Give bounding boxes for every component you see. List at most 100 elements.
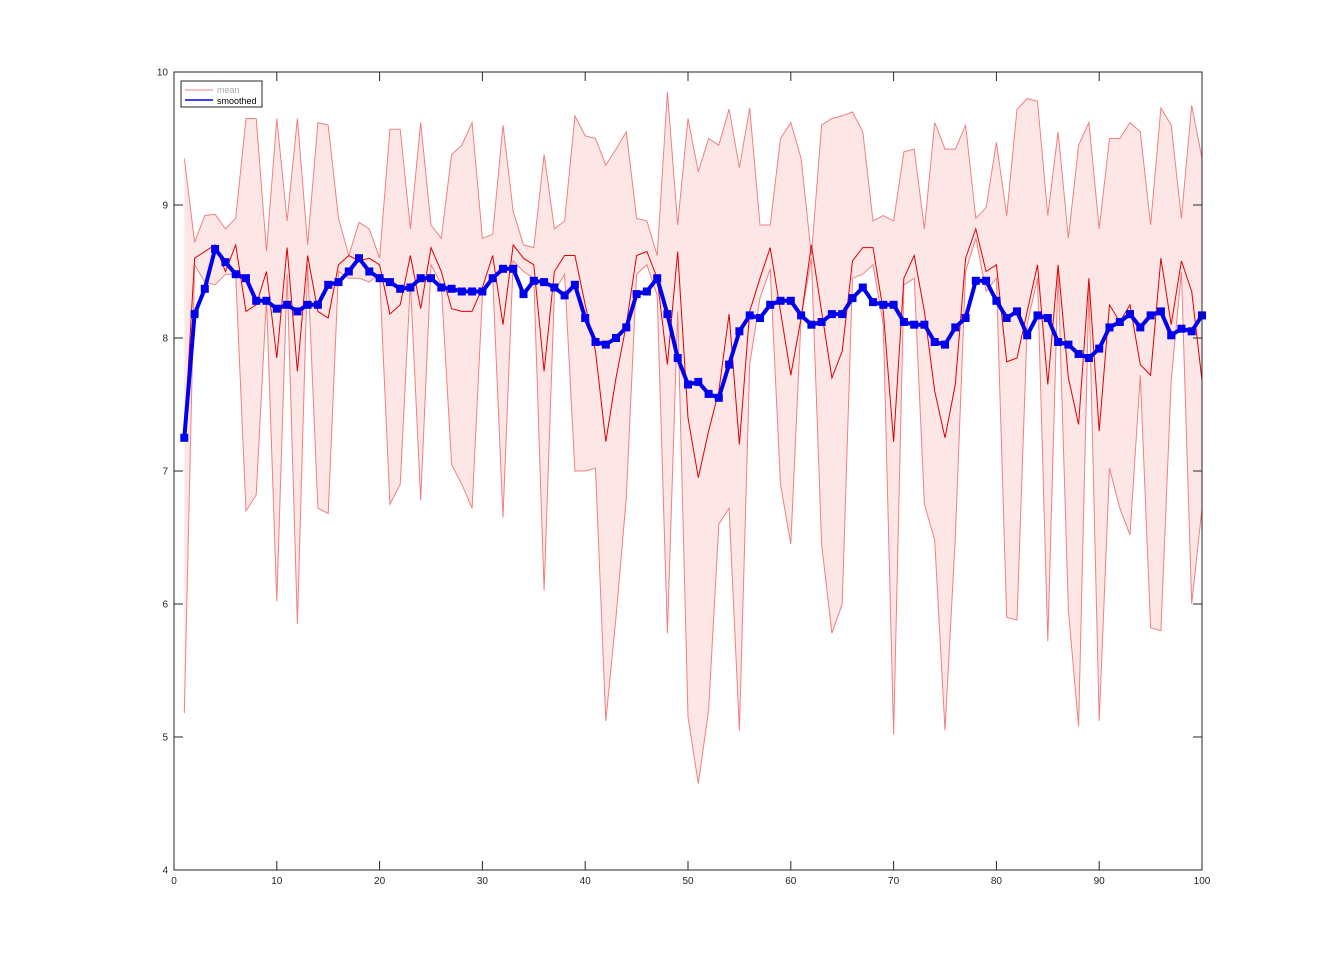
smoothed-marker: [817, 318, 826, 326]
smoothed-marker: [406, 283, 415, 292]
y-tick-label: 9: [162, 201, 168, 212]
smoothed-marker: [1002, 314, 1011, 322]
smoothed-marker: [1013, 307, 1021, 316]
band-layer: [183, 91, 1203, 784]
x-tick-label: 40: [580, 876, 592, 887]
smoothed-marker: [899, 318, 908, 326]
smoothed-marker: [180, 433, 189, 442]
x-tick-label: 50: [682, 876, 694, 887]
legend-label-smoothed: smoothed: [217, 96, 257, 106]
smoothed-marker: [529, 276, 538, 285]
smoothed-marker: [509, 264, 518, 273]
smoothed-marker: [1084, 354, 1093, 362]
smoothed-marker: [488, 274, 497, 283]
x-tick-label: 80: [991, 876, 1003, 887]
band-lower-edge: [183, 238, 1203, 784]
smoothed-marker: [982, 276, 991, 285]
smoothed-marker: [560, 291, 569, 300]
smoothed-marker: [262, 296, 271, 305]
series-smoothed-line: [182, 246, 1204, 438]
x-tick-label: 10: [271, 876, 283, 887]
smoothed-marker: [1023, 331, 1032, 340]
smoothed-marker: [396, 284, 405, 293]
smoothed-marker: [375, 274, 384, 283]
legend-box: [180, 80, 263, 108]
y-tick-label: 5: [162, 733, 168, 744]
smoothed-marker: [951, 323, 960, 332]
x-tick-label: 70: [888, 876, 900, 887]
smoothed-marker: [540, 278, 549, 287]
band-upper-edge: [183, 91, 1203, 259]
smoothed-marker: [858, 283, 867, 292]
smoothed-marker: [910, 320, 919, 329]
smoothed-marker: [1064, 340, 1073, 349]
smoothed-marker: [1146, 311, 1155, 320]
smoothed-marker: [941, 340, 949, 349]
smoothed-marker: [231, 270, 240, 279]
smoothed-marker: [1054, 338, 1063, 346]
smoothed-marker: [766, 300, 775, 309]
smoothed-marker: [468, 287, 477, 296]
markers-layer: [180, 244, 1206, 442]
smoothed-marker: [519, 290, 528, 299]
smoothed-marker: [971, 276, 980, 285]
smoothed-marker: [283, 300, 292, 309]
smoothed-marker: [601, 340, 610, 349]
smoothed-marker: [221, 258, 230, 267]
smoothed-marker: [1167, 331, 1176, 340]
y-axis: 4 5 6 7 8 9 10: [157, 68, 1202, 877]
smoothed-marker: [756, 314, 764, 322]
y-tick-label: 10: [157, 68, 169, 79]
smoothed-marker: [272, 304, 281, 313]
smoothed-marker: [313, 300, 322, 309]
confidence-band: [184, 92, 1203, 784]
smoothed-marker: [200, 284, 209, 293]
smoothed-marker: [879, 300, 888, 309]
smoothed-marker: [355, 254, 363, 263]
smoothed-marker: [365, 267, 374, 276]
smoothed-marker: [252, 296, 261, 305]
smoothed-marker: [920, 320, 929, 329]
smoothed-marker: [1136, 323, 1145, 332]
smoothed-marker: [478, 287, 487, 296]
smoothed-marker: [869, 298, 877, 307]
smoothed-marker: [1033, 311, 1042, 320]
smoothed-marker: [622, 323, 631, 332]
smoothed-marker: [1177, 324, 1186, 333]
smoothed-marker: [1074, 350, 1083, 358]
smoothed-marker: [684, 380, 692, 389]
smoothed-marker: [1043, 314, 1052, 322]
smoothed-marker: [324, 280, 333, 289]
smoothed-marker: [1115, 318, 1124, 326]
smoothed-marker: [704, 389, 713, 398]
smoothed-marker: [786, 296, 795, 305]
smoothed-marker: [190, 310, 199, 319]
smoothed-marker: [385, 278, 394, 287]
smoothed-layer: [182, 246, 1204, 438]
smoothed-marker: [889, 300, 898, 309]
smoothed-marker: [570, 280, 579, 289]
x-tick-label: 100: [1194, 876, 1211, 887]
smoothed-marker: [827, 310, 836, 319]
smoothed-marker: [334, 278, 343, 287]
smoothed-marker: [642, 287, 651, 296]
x-tick-label: 90: [1094, 876, 1106, 887]
smoothed-marker: [416, 274, 425, 283]
smoothed-marker: [427, 274, 435, 283]
y-tick-label: 8: [162, 334, 168, 345]
smoothed-marker: [694, 377, 703, 386]
y-tick-label: 7: [162, 467, 168, 478]
smoothed-marker: [653, 274, 662, 283]
x-tick-label: 30: [477, 876, 489, 887]
smoothed-marker: [1187, 327, 1196, 336]
smoothed-marker: [838, 310, 847, 319]
smoothed-marker: [1105, 323, 1114, 332]
smoothed-marker: [714, 393, 723, 402]
smoothed-marker: [961, 314, 970, 322]
smoothed-marker: [663, 310, 672, 319]
x-tick-label: 20: [374, 876, 386, 887]
smoothed-marker: [735, 327, 744, 336]
smoothed-marker: [632, 290, 641, 299]
smoothed-marker: [303, 300, 312, 309]
